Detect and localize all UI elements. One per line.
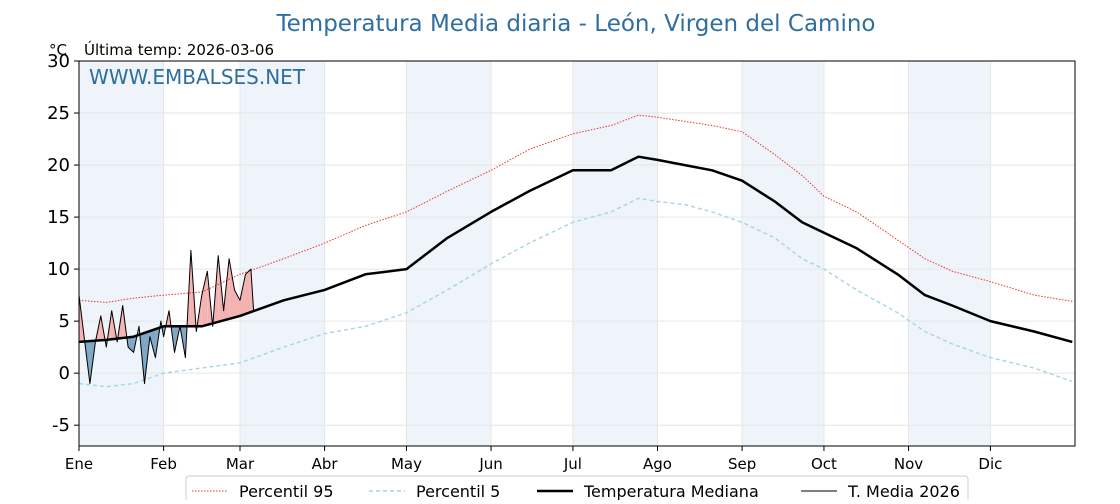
- month-band: [406, 61, 491, 446]
- anomaly-above-fill: [235, 290, 241, 318]
- month-band: [240, 61, 325, 446]
- anomaly-above-fill: [229, 259, 234, 319]
- x-tick-label: Nov: [894, 455, 923, 473]
- last-temp-label: Última temp: 2026-03-06: [84, 40, 274, 59]
- x-tick-label: Dic: [978, 455, 1002, 473]
- month-band: [79, 61, 164, 446]
- y-tick-label: -5: [52, 415, 70, 436]
- legend-label: Percentil 5: [416, 482, 500, 500]
- anomaly-above-fill: [202, 271, 208, 326]
- x-tick-label: Abr: [312, 455, 339, 473]
- x-tick-label: Ago: [643, 455, 672, 473]
- x-tick-label: May: [391, 455, 422, 473]
- y-tick-label: 25: [47, 103, 70, 124]
- x-tick-label: Jun: [478, 455, 502, 473]
- month-band: [742, 61, 824, 446]
- chart-title: Temperatura Media diaria - León, Virgen …: [276, 11, 876, 37]
- x-tick-label: Feb: [150, 455, 177, 473]
- legend: Percentil 95 Percentil 5 Temperatura Media…: [186, 476, 968, 500]
- x-tick-label: Jul: [563, 455, 582, 473]
- x-tick-label: Oct: [811, 455, 837, 473]
- x-tick-label: Mar: [226, 455, 255, 473]
- month-band: [573, 61, 658, 446]
- y-tick-label: 20: [47, 155, 70, 176]
- y-tick-label: 0: [59, 363, 70, 384]
- y-tick-label: 5: [59, 311, 70, 332]
- month-bands: [79, 61, 990, 446]
- y-unit-label: °C: [49, 41, 67, 59]
- month-band: [909, 61, 991, 446]
- legend-label: T. Media 2026: [847, 482, 960, 500]
- x-axis: Ene Feb Mar Abr May Jun Jul Ago Sep Oct Nov Dic: [65, 446, 1003, 473]
- x-tick-label: Sep: [728, 455, 756, 473]
- y-tick-label: 15: [47, 207, 70, 228]
- legend-label: Temperatura Mediana: [583, 482, 759, 500]
- legend-label: Percentil 95: [239, 482, 334, 500]
- watermark-text: WWW.EMBALSES.NET: [89, 65, 306, 89]
- anomaly-above-fill: [246, 269, 251, 314]
- x-tick-label: Ene: [65, 455, 93, 473]
- y-tick-label: 10: [47, 259, 70, 280]
